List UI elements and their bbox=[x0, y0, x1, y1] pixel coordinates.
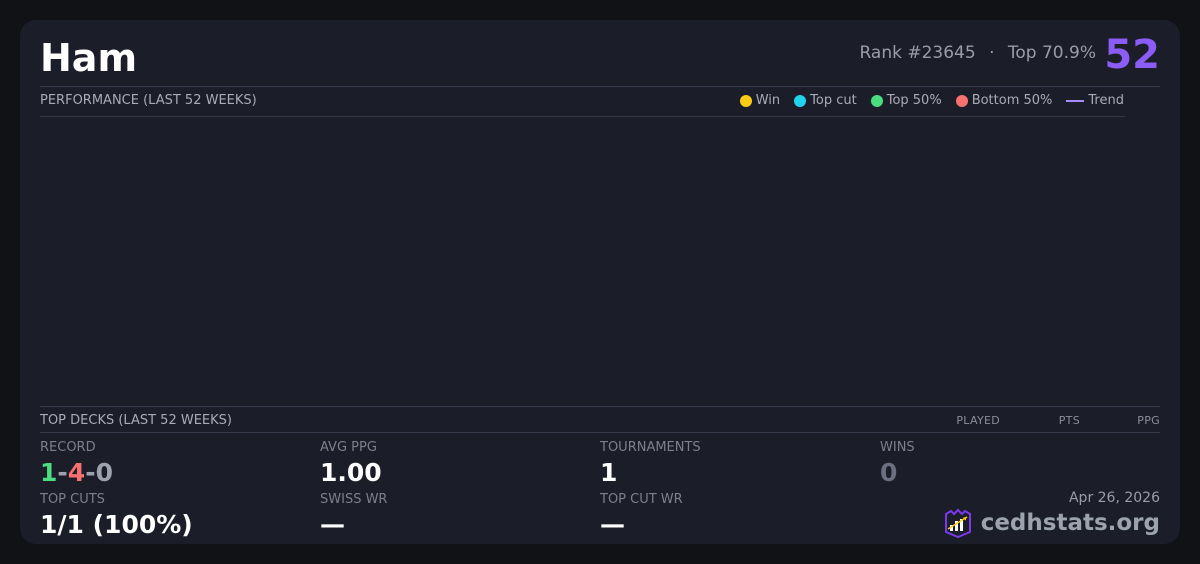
swiss-wr-label: SWISS WR bbox=[320, 492, 388, 507]
performance-title: PERFORMANCE (LAST 52 WEEKS) bbox=[40, 93, 257, 108]
top-50-dot-icon bbox=[870, 94, 883, 107]
chart-legend: Win Top cut Top 50% Bottom 50% Trend bbox=[739, 93, 1124, 108]
player-card: Ham Rank #23645 · Top 70.9% 52 PERFORMAN… bbox=[20, 20, 1180, 544]
divider bbox=[40, 406, 1160, 407]
top-cuts-value: 1/1 (100%) bbox=[40, 510, 193, 539]
player-name: Ham bbox=[40, 36, 138, 80]
top-cut-dot-icon bbox=[794, 94, 807, 107]
brand: cedhstats.org bbox=[943, 508, 1160, 538]
top-cut-wr-label: TOP CUT WR bbox=[600, 492, 683, 507]
top-percent: Top 70.9% bbox=[1007, 43, 1096, 63]
legend-trend: Trend bbox=[1066, 93, 1124, 108]
separator: · bbox=[989, 43, 995, 63]
score: 52 bbox=[1104, 32, 1160, 78]
divider bbox=[40, 432, 1160, 433]
bottom-50-dot-icon bbox=[955, 94, 968, 107]
record-value: 1-4-0 bbox=[40, 458, 113, 487]
top-decks-title: TOP DECKS (LAST 52 WEEKS) bbox=[40, 413, 232, 428]
avg-ppg-label: AVG PPG bbox=[320, 440, 377, 455]
top-cut-wr-value: — bbox=[600, 510, 625, 539]
trend-line-icon bbox=[1066, 99, 1085, 102]
performance-chart-area bbox=[40, 117, 1125, 405]
divider bbox=[40, 86, 1160, 87]
legend-bottom-50: Bottom 50% bbox=[955, 93, 1052, 108]
legend-win: Win bbox=[739, 93, 780, 108]
rank: Rank #23645 bbox=[859, 43, 976, 63]
swiss-wr-value: — bbox=[320, 510, 345, 539]
legend-top-cut: Top cut bbox=[794, 93, 857, 108]
wins-label: WINS bbox=[880, 440, 915, 455]
column-pts: PTS bbox=[1058, 414, 1080, 427]
cedhstats-logo-icon bbox=[944, 508, 971, 538]
column-played: PLAYED bbox=[956, 414, 1000, 427]
rank-info: Rank #23645 · Top 70.9% bbox=[859, 43, 1096, 63]
tournaments-value: 1 bbox=[600, 458, 618, 487]
avg-ppg-value: 1.00 bbox=[320, 458, 382, 487]
date: Apr 26, 2026 bbox=[1068, 490, 1160, 506]
wins-value: 0 bbox=[880, 458, 898, 487]
divider bbox=[40, 116, 1125, 117]
win-dot-icon bbox=[739, 94, 752, 107]
column-ppg: PPG bbox=[1137, 414, 1160, 427]
legend-top-50: Top 50% bbox=[870, 93, 942, 108]
top-cuts-label: TOP CUTS bbox=[40, 492, 105, 507]
tournaments-label: TOURNAMENTS bbox=[600, 440, 701, 455]
record-label: RECORD bbox=[40, 440, 96, 455]
